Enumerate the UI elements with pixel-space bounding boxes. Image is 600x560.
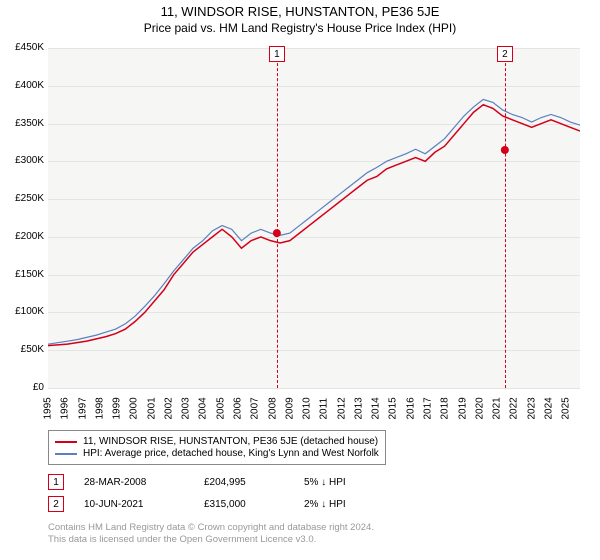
- sale-row: 1 28-MAR-2008 £204,995 5% ↓ HPI: [48, 474, 346, 490]
- x-tick-label: 2008: [267, 404, 278, 420]
- x-tick-label: 2025: [561, 404, 572, 420]
- x-tick-label: 2018: [440, 404, 451, 420]
- footer-note: Contains HM Land Registry data © Crown c…: [48, 522, 374, 546]
- x-tick-label: 2016: [405, 404, 416, 420]
- y-tick-label: £50K: [4, 344, 44, 355]
- sale-dot: [501, 146, 509, 154]
- y-tick-label: £250K: [4, 193, 44, 204]
- x-tick-label: 2005: [215, 404, 226, 420]
- page-title: 11, WINDSOR RISE, HUNSTANTON, PE36 5JE: [0, 4, 600, 19]
- x-tick-label: 2024: [543, 404, 554, 420]
- sale-delta: 2% ↓ HPI: [304, 499, 346, 510]
- page-subtitle: Price paid vs. HM Land Registry's House …: [0, 21, 600, 35]
- x-tick-label: 2006: [233, 404, 244, 420]
- y-tick-label: £400K: [4, 80, 44, 91]
- y-tick-label: £0: [4, 382, 44, 393]
- sale-row-badge: 1: [48, 474, 64, 490]
- y-tick-label: £300K: [4, 155, 44, 166]
- sales-table: 1 28-MAR-2008 £204,995 5% ↓ HPI 2 10-JUN-2021…: [48, 474, 346, 518]
- sale-delta: 5% ↓ HPI: [304, 477, 346, 488]
- y-tick-label: £200K: [4, 231, 44, 242]
- x-tick-label: 2000: [129, 404, 140, 420]
- x-tick-label: 2015: [388, 404, 399, 420]
- legend-row: 11, WINDSOR RISE, HUNSTANTON, PE36 5JE (…: [55, 436, 379, 447]
- legend: 11, WINDSOR RISE, HUNSTANTON, PE36 5JE (…: [48, 430, 386, 465]
- x-tick-label: 2009: [284, 404, 295, 420]
- legend-swatch: [55, 453, 77, 455]
- sale-date: 28-MAR-2008: [84, 477, 184, 488]
- legend-row: HPI: Average price, detached house, King…: [55, 448, 379, 459]
- legend-label: HPI: Average price, detached house, King…: [83, 448, 379, 459]
- x-tick-label: 1995: [43, 404, 54, 420]
- x-tick-label: 1996: [60, 404, 71, 420]
- x-tick-label: 2007: [250, 404, 261, 420]
- legend-label: 11, WINDSOR RISE, HUNSTANTON, PE36 5JE (…: [83, 436, 378, 447]
- sale-dot: [273, 229, 281, 237]
- x-tick-label: 2023: [526, 404, 537, 420]
- sale-date: 10-JUN-2021: [84, 499, 184, 510]
- x-tick-label: 1999: [112, 404, 123, 420]
- y-tick-label: £150K: [4, 269, 44, 280]
- y-tick-label: £350K: [4, 118, 44, 129]
- x-tick-label: 2011: [319, 404, 330, 420]
- x-tick-label: 2012: [336, 404, 347, 420]
- x-tick-label: 2002: [163, 404, 174, 420]
- legend-swatch: [55, 441, 77, 443]
- x-tick-label: 2019: [457, 404, 468, 420]
- x-tick-label: 2021: [492, 404, 503, 420]
- x-tick-label: 2022: [509, 404, 520, 420]
- x-tick-label: 2020: [474, 404, 485, 420]
- x-tick-label: 2003: [181, 404, 192, 420]
- series-property: [48, 105, 580, 346]
- x-tick-label: 2014: [371, 404, 382, 420]
- x-tick-label: 1998: [94, 404, 105, 420]
- x-tick-label: 2010: [302, 404, 313, 420]
- price-chart: £0£50K£100K£150K£200K£250K£300K£350K£400…: [48, 48, 580, 388]
- y-tick-label: £450K: [4, 42, 44, 53]
- sale-price: £204,995: [204, 477, 284, 488]
- footer-line-1: Contains HM Land Registry data © Crown c…: [48, 522, 374, 534]
- y-tick-label: £100K: [4, 306, 44, 317]
- x-tick-label: 2017: [423, 404, 434, 420]
- x-tick-label: 1997: [77, 404, 88, 420]
- sale-row: 2 10-JUN-2021 £315,000 2% ↓ HPI: [48, 496, 346, 512]
- sale-row-badge: 2: [48, 496, 64, 512]
- sale-price: £315,000: [204, 499, 284, 510]
- title-block: 11, WINDSOR RISE, HUNSTANTON, PE36 5JE P…: [0, 0, 600, 35]
- footer-line-2: This data is licensed under the Open Gov…: [48, 534, 374, 546]
- x-tick-label: 2004: [198, 404, 209, 420]
- series-layer: [48, 48, 580, 388]
- x-tick-label: 2013: [353, 404, 364, 420]
- x-tick-label: 2001: [146, 404, 157, 420]
